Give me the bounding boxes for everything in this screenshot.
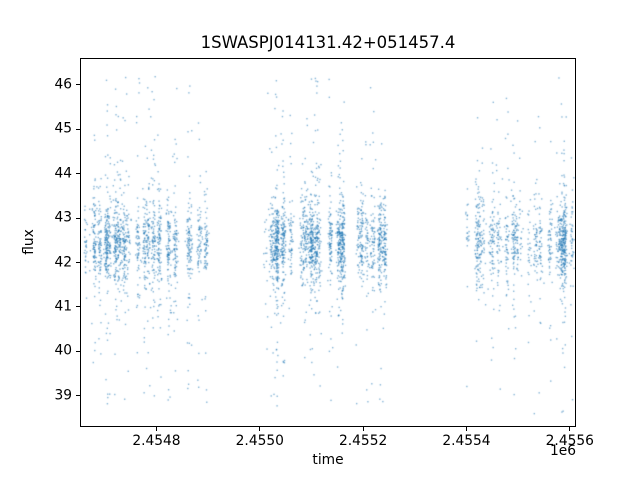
x-tick-label: 2.4556 (545, 433, 594, 449)
y-tick-mark (76, 84, 80, 86)
y-tick-mark (76, 262, 80, 263)
x-axis-label: time (312, 452, 344, 468)
y-tick-label: 42 (54, 254, 72, 271)
y-tick-label: 41 (54, 298, 72, 315)
y-tick-label: 39 (54, 387, 72, 404)
y-tick-mark (76, 306, 80, 308)
y-axis-label: flux (21, 229, 37, 255)
x-tick-label: 2.4550 (235, 433, 284, 449)
x-tick-label: 2.4554 (442, 433, 491, 449)
x-tick-mark (569, 427, 571, 431)
x-axis-offset-label: 1e6 (549, 443, 576, 459)
y-tick-mark (76, 350, 80, 352)
y-tick-label: 46 (54, 76, 72, 93)
x-tick-label: 2.4548 (132, 433, 181, 449)
y-tick-label: 43 (54, 209, 72, 226)
x-tick-label: 2.4552 (338, 433, 388, 449)
y-tick-label: 44 (54, 165, 72, 182)
y-tick-mark (76, 217, 80, 219)
x-tick-mark (362, 427, 364, 431)
x-tick-mark (155, 427, 157, 431)
x-tick-mark (465, 427, 467, 431)
y-tick-mark (76, 128, 80, 130)
x-tick-mark (259, 427, 261, 431)
y-tick-label: 40 (54, 343, 72, 360)
y-tick-mark (76, 173, 80, 175)
y-tick-label: 45 (54, 120, 72, 137)
y-tick-mark (76, 395, 80, 397)
